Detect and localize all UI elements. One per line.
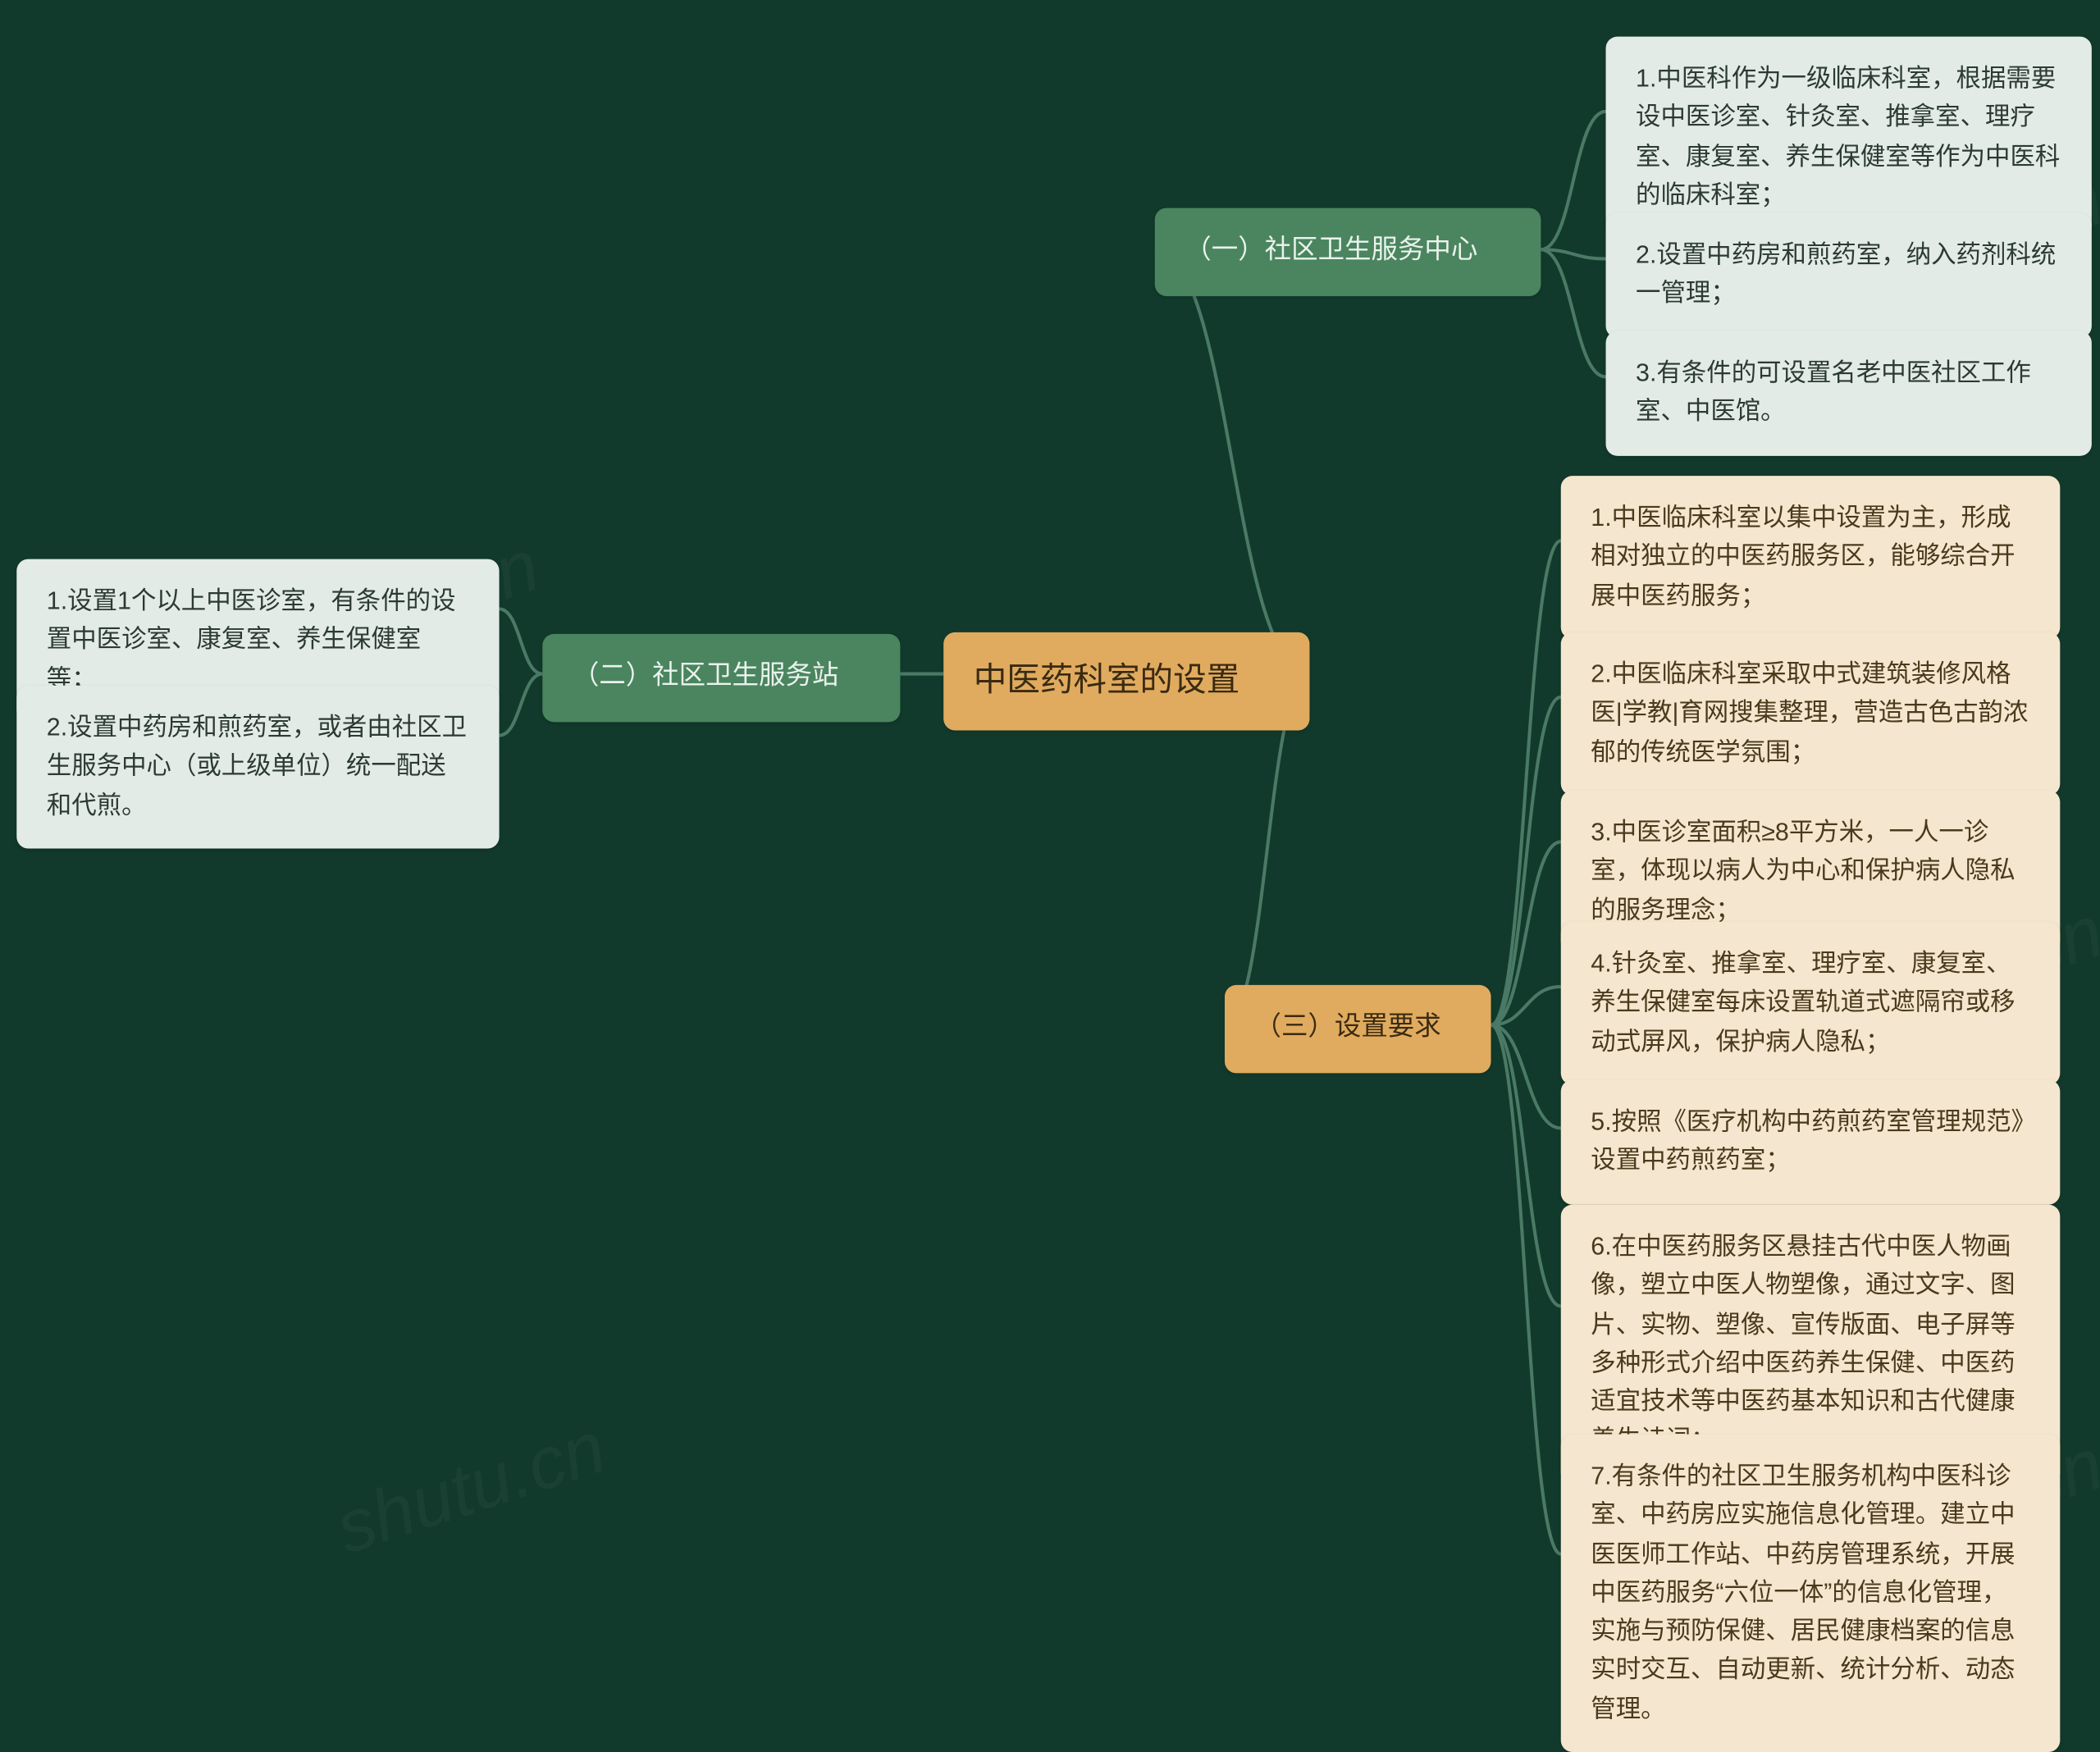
branch-3-item-2: 2.中医临床科室采取中式建筑装修风格医|学教|育网搜集整理，营造古色古韵浓郁的传…	[1561, 632, 2061, 795]
watermark: shutu.cn	[326, 1407, 615, 1572]
branch-1-item-2: 2.设置中药房和煎药室，纳入药剂科统一管理；	[1606, 213, 2092, 337]
mindmap-canvas: shutu.cnshutu.cnshutu.cnshutu.cnshutu.cn…	[0, 0, 2100, 1584]
branch-3-item-1: 1.中医临床科室以集中设置为主，形成相对独立的中医药服务区，能够综合开展中医药服…	[1561, 476, 2061, 638]
branch-3-item-5: 5.按照《医疗机构中药煎药室管理规范》设置中药煎药室；	[1561, 1080, 2061, 1204]
branch-1-item-3: 3.有条件的可设置名老中医社区工作室、中医馆。	[1606, 331, 2092, 455]
branch-3-item-7: 7.有条件的社区卫生服务机构中医科诊室、中药房应实施信息化管理。建立中医医师工作…	[1561, 1435, 2061, 1752]
branch-3-item-4: 4.针灸室、推拿室、理疗室、康复室、养生保健室每床设置轨道式遮隔帘或移动式屏风，…	[1561, 922, 2061, 1084]
branch-1-item-1: 1.中医科作为一级临床科室，根据需要设中医诊室、针灸室、推拿室、理疗室、康复室、…	[1606, 37, 2092, 238]
branch-3-label: （三）设置要求	[1225, 985, 1491, 1073]
branch-1-label: （一）社区卫生服务中心	[1155, 208, 1541, 296]
root-node: 中医药科室的设置	[943, 632, 1309, 731]
branch-2-item-2: 2.设置中药房和煎药室，或者由社区卫生服务中心（或上级单位）统一配送和代煎。	[16, 686, 499, 848]
branch-2-label: （二）社区卫生服务站	[542, 634, 900, 722]
